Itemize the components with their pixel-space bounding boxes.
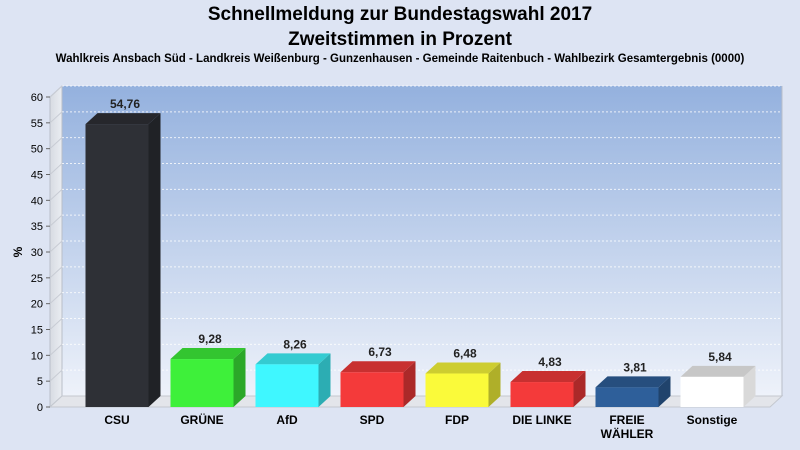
x-tick-label: AfD xyxy=(276,413,298,427)
gridline-wall xyxy=(49,163,63,175)
bar-top xyxy=(255,353,331,365)
bar-top xyxy=(85,113,161,125)
bar-front xyxy=(255,364,319,407)
bar-side xyxy=(148,113,161,407)
gridline-wall xyxy=(49,292,63,305)
y-tick-label: 5 xyxy=(37,376,43,388)
bar-front xyxy=(680,376,744,407)
bar-front xyxy=(340,372,404,407)
gridline-wall xyxy=(49,266,63,279)
gridline-wall xyxy=(49,111,63,124)
y-tick-label: 20 xyxy=(31,299,43,311)
bar xyxy=(85,113,161,407)
bar xyxy=(510,371,586,407)
y-tick-label: 50 xyxy=(31,144,43,156)
chart-title: Schnellmeldung zur Bundestagswahl 2017 xyxy=(207,4,593,25)
bar xyxy=(255,353,331,407)
bar xyxy=(170,348,246,407)
y-tick-label: 60 xyxy=(31,92,43,104)
gridline-wall xyxy=(49,369,63,382)
data-label: 9,28 xyxy=(198,332,222,346)
y-tick-label: 40 xyxy=(31,195,43,207)
data-label: 54,76 xyxy=(110,97,140,111)
bar-top xyxy=(170,348,246,360)
y-tick-label: 15 xyxy=(31,325,43,337)
bar-top xyxy=(680,365,756,377)
x-tick-label: FREIE xyxy=(609,413,644,427)
bar-side xyxy=(233,348,246,407)
bar-side xyxy=(318,353,331,407)
data-label: 4,83 xyxy=(538,355,562,369)
bar xyxy=(595,376,671,407)
bar-front xyxy=(595,387,659,407)
y-tick-label: 10 xyxy=(31,350,43,362)
data-label: 6,48 xyxy=(453,347,477,361)
gridline-wall xyxy=(49,343,63,356)
bar-front xyxy=(510,382,574,407)
chart-region-subtitle: Wahlkreis Ansbach Süd - Landkreis Weißen… xyxy=(55,53,745,65)
x-tick-label: FDP xyxy=(445,413,469,427)
bar-top xyxy=(595,376,671,388)
data-label: 6,73 xyxy=(368,345,392,359)
bar-top xyxy=(425,362,501,374)
bar-side xyxy=(658,376,671,407)
bar xyxy=(425,362,501,407)
y-tick-label: 55 xyxy=(31,118,43,130)
y-tick-label: 25 xyxy=(31,273,43,285)
y-tick-label: 30 xyxy=(31,247,43,259)
gridline-wall xyxy=(49,137,63,150)
gridline-wall xyxy=(49,240,63,253)
x-tick-label: CSU xyxy=(104,413,129,427)
x-tick-label: DIE LINKE xyxy=(512,413,571,427)
bar-front xyxy=(85,124,149,407)
x-tick-label: Sonstige xyxy=(687,413,738,427)
bar-side xyxy=(403,361,416,407)
gridline-wall xyxy=(49,214,63,227)
bar-side xyxy=(573,371,586,407)
gridline-wall xyxy=(49,85,63,98)
x-tick-label: SPD xyxy=(360,413,385,427)
bar-side xyxy=(743,365,756,407)
y-tick-label: 35 xyxy=(31,221,43,233)
chart-subtitle: Zweitstimmen in Prozent xyxy=(288,29,512,50)
plot-floor xyxy=(48,395,784,408)
x-tick-label: WÄHLER xyxy=(601,426,654,441)
bar-top xyxy=(510,371,586,383)
y-tick-label: 45 xyxy=(31,170,43,182)
y-axis-title: % xyxy=(11,246,25,257)
bar-side xyxy=(488,362,501,407)
data-label: 3,81 xyxy=(623,360,647,374)
gridline-wall xyxy=(49,188,63,201)
bar-top xyxy=(340,361,416,373)
data-label: 5,84 xyxy=(708,350,732,364)
bar-front xyxy=(170,359,234,407)
y-tick-label: 0 xyxy=(37,402,43,414)
bar-front xyxy=(425,373,489,407)
data-label: 8,26 xyxy=(283,337,307,351)
bar xyxy=(340,361,416,407)
x-tick-label: GRÜNE xyxy=(180,412,223,427)
gridline-wall xyxy=(49,318,63,330)
bar xyxy=(680,365,756,407)
